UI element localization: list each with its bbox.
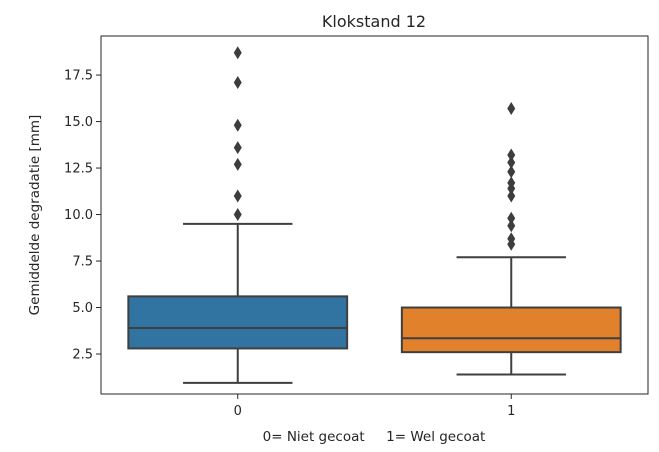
y-tick-label: 5.0 <box>72 301 93 316</box>
outlier-point <box>233 141 242 155</box>
outlier-point <box>507 155 516 169</box>
chart-title: Klokstand 12 <box>322 12 426 31</box>
outlier-point <box>233 189 242 203</box>
x-tick-label: 1 <box>507 404 515 419</box>
outlier-point <box>507 219 516 233</box>
outlier-point <box>507 176 516 190</box>
outlier-point <box>507 165 516 179</box>
outlier-point <box>233 118 242 132</box>
boxes-group <box>127 46 622 384</box>
outlier-point <box>233 75 242 89</box>
outlier-point <box>233 208 242 222</box>
y-axis-label: Gemiddelde degradatie [mm] <box>27 115 43 316</box>
outlier-point <box>507 148 516 162</box>
box-iqr <box>127 295 349 350</box>
outlier-point <box>507 211 516 225</box>
y-tick-label: 12.5 <box>64 162 93 177</box>
box-iqr <box>400 306 622 354</box>
outlier-point <box>233 46 242 60</box>
x-axis-label: 0= Niet gecoat 1= Wel gecoat <box>263 429 486 445</box>
outlier-point <box>507 102 516 116</box>
outlier-point <box>233 157 242 171</box>
box-group-1 <box>400 102 622 376</box>
outlier-point <box>507 189 516 203</box>
y-tick-label: 10.0 <box>64 208 93 223</box>
y-tick-label: 17.5 <box>64 69 93 84</box>
box-group-0 <box>127 46 349 384</box>
y-axis: 2.5 5.0 7.5 10.0 12.5 15.0 17.5 <box>64 69 101 363</box>
outlier-point <box>507 232 516 246</box>
y-tick-label: 2.5 <box>72 348 93 363</box>
y-tick-label: 15.0 <box>64 115 93 130</box>
x-tick-label: 0 <box>234 404 242 419</box>
y-tick-label: 7.5 <box>72 255 93 270</box>
